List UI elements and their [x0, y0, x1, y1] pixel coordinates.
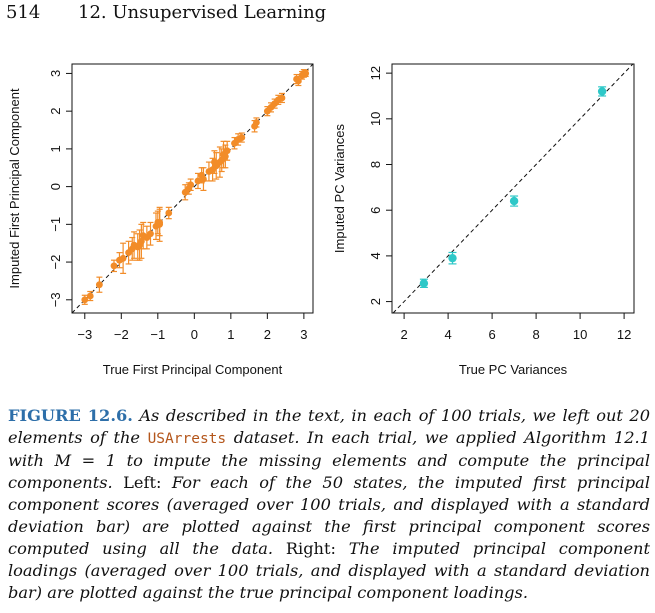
right-x-axis-label: True PC Variances — [459, 362, 568, 377]
caption-text-2: dataset. In each trial, we applied Algor… — [8, 428, 650, 470]
left-y-axis-label: Imputed First Principal Component — [7, 88, 22, 289]
chapter-title: 12. Unsupervised Learning — [78, 2, 327, 23]
right-y-tick-label: 2 — [368, 298, 383, 305]
left-data-point — [95, 281, 103, 289]
left-data-point — [187, 181, 195, 189]
left-x-tick-label: 1 — [227, 327, 234, 342]
left-plot-frame — [71, 63, 314, 314]
left-data-point — [253, 119, 260, 126]
left-data-point — [137, 237, 145, 245]
left-data-point — [86, 292, 94, 300]
caption-text-4: For each of the 50 states, the imputed f… — [8, 473, 650, 558]
left-x-tick-label: −1 — [150, 327, 165, 342]
left-data-point — [302, 70, 310, 77]
right-x-tick-label: 10 — [573, 327, 587, 342]
left-data-point — [200, 175, 207, 183]
right-y-tick-label: 8 — [368, 161, 383, 168]
right-y-tick-label: 4 — [368, 252, 383, 259]
right-plot-frame — [391, 63, 635, 314]
figure-caption: FIGURE 12.6. As described in the text, i… — [8, 405, 650, 604]
left-y-tick-label: 3 — [48, 70, 63, 77]
left-data-point — [238, 134, 246, 141]
right-x-tick-label: 8 — [532, 327, 539, 342]
right-data-point — [419, 279, 429, 288]
left-data-point — [223, 147, 231, 155]
caption-text-3: to impute the missing elements and compu… — [8, 451, 650, 492]
caption-left-label: Left: — [123, 473, 162, 492]
left-y-tick-label: −1 — [48, 217, 63, 232]
right-y-tick-label: 12 — [368, 66, 383, 80]
right-x-tick-label: 12 — [617, 327, 631, 342]
right-y-tick-label: 6 — [368, 207, 383, 214]
left-data-point — [278, 94, 286, 102]
right-x-tick-label: 4 — [444, 327, 451, 342]
left-y-tick-label: 2 — [48, 108, 63, 115]
right-y-tick-label: 10 — [368, 112, 383, 126]
right-reference-line — [392, 63, 634, 314]
left-data-point — [119, 254, 127, 262]
left-x-tick-label: −3 — [77, 327, 92, 342]
left-data-point — [156, 219, 164, 226]
right-data-point — [448, 253, 457, 263]
left-data-point — [165, 209, 173, 217]
caption-text-5: The imputed principal component loadings… — [8, 539, 650, 602]
caption-dataset: USArrests — [147, 431, 227, 447]
caption-text-1: As described in the text, in each of 100… — [8, 406, 650, 447]
caption-math: M = 1 — [54, 451, 117, 470]
right-data-point — [509, 196, 519, 206]
left-x-tick-label: 3 — [300, 327, 307, 342]
right-data-point — [597, 87, 607, 96]
left-data-point — [147, 230, 154, 238]
page-number: 514 — [6, 2, 41, 23]
left-data-point — [110, 262, 118, 270]
left-x-axis-label: True First Principal Component — [103, 362, 283, 377]
left-x-tick-label: −2 — [114, 327, 129, 342]
right-y-axis-label: Imputed PC Variances — [332, 123, 347, 253]
right-x-tick-label: 2 — [400, 327, 407, 342]
page-header: 514 12. Unsupervised Learning — [6, 2, 646, 26]
caption-right-label: Right: — [285, 539, 336, 558]
left-y-tick-label: 0 — [48, 183, 63, 190]
caption-label: FIGURE 12.6. — [8, 406, 133, 425]
left-data-point — [294, 77, 302, 85]
left-x-tick-label: 2 — [264, 327, 271, 342]
left-y-tick-label: −2 — [48, 255, 63, 270]
right-x-tick-label: 6 — [488, 327, 495, 342]
left-x-tick-label: 0 — [191, 327, 198, 342]
left-data-point — [221, 153, 229, 160]
left-y-tick-label: −3 — [48, 292, 63, 307]
left-data-point — [81, 296, 89, 304]
left-data-point — [194, 177, 202, 185]
left-y-tick-label: 1 — [48, 145, 63, 152]
